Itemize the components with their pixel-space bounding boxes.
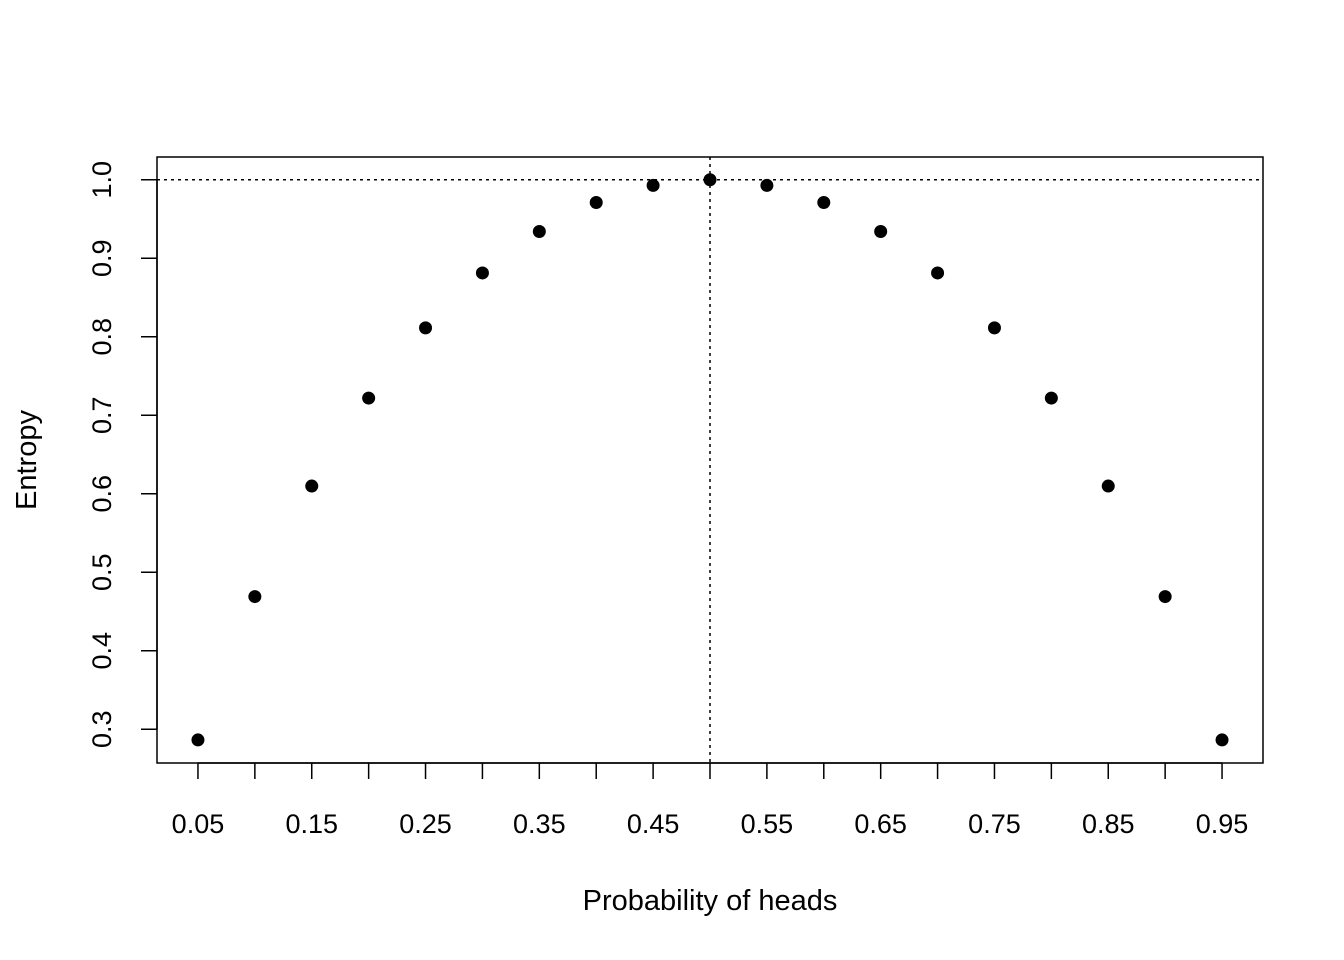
data-point	[362, 391, 376, 405]
y-tick-label: 0.6	[87, 475, 117, 513]
x-axis-label: Probability of heads	[583, 885, 838, 917]
y-tick-label: 0.4	[87, 632, 117, 670]
y-tick-label: 0.3	[87, 710, 117, 748]
data-point	[817, 196, 831, 210]
data-point	[419, 321, 433, 335]
x-tick-label: 0.85	[1082, 809, 1135, 839]
x-tick-label: 0.35	[513, 809, 566, 839]
data-point	[589, 196, 603, 210]
x-tick-label: 0.65	[854, 809, 907, 839]
data-point	[1044, 391, 1058, 405]
data-point	[703, 173, 717, 187]
x-tick-label: 0.25	[399, 809, 452, 839]
data-point	[760, 178, 774, 192]
x-tick-label: 0.05	[172, 809, 225, 839]
data-point	[646, 178, 660, 192]
x-tick-label: 0.75	[968, 809, 1021, 839]
data-point	[191, 733, 205, 747]
data-point	[475, 266, 489, 280]
data-point	[532, 224, 546, 238]
y-tick-label: 1.0	[87, 161, 117, 199]
y-tick-label: 0.7	[87, 396, 117, 434]
data-point	[248, 590, 262, 604]
data-point	[1215, 733, 1229, 747]
data-point	[874, 224, 888, 238]
data-point	[987, 321, 1001, 335]
x-tick-label: 0.55	[741, 809, 794, 839]
y-tick-label: 0.9	[87, 239, 117, 277]
x-tick-label: 0.15	[285, 809, 338, 839]
y-tick-label: 0.8	[87, 318, 117, 356]
data-point	[931, 266, 945, 280]
y-axis-label: Entropy	[11, 410, 43, 510]
y-tick-label: 0.5	[87, 553, 117, 591]
data-point	[1158, 590, 1172, 604]
data-point	[1101, 479, 1115, 493]
x-tick-label: 0.45	[627, 809, 680, 839]
data-point	[305, 479, 319, 493]
x-tick-label: 0.95	[1196, 809, 1249, 839]
